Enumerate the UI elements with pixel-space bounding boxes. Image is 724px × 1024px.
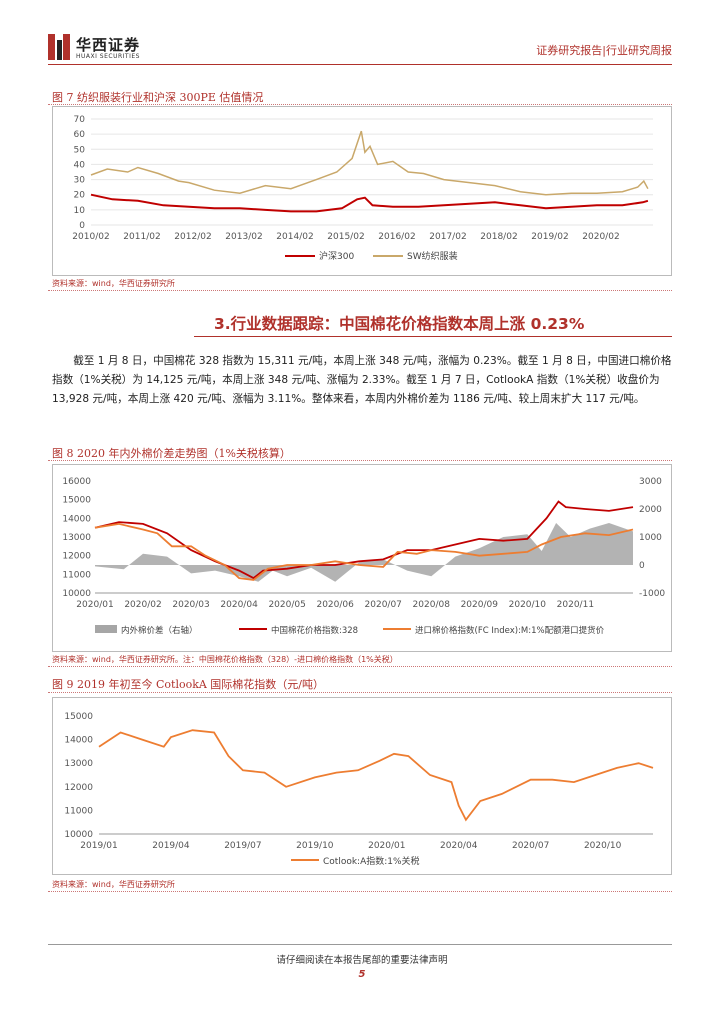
fig8-y-right-tick-label: 3000 [639, 477, 662, 487]
fig7-y-tick-label: 30 [74, 176, 86, 186]
fig9-source-rule [48, 891, 672, 892]
fig8-x-tick-label: 2020/03 [172, 600, 209, 610]
fig8-y-right-tick-label: 1000 [639, 533, 662, 543]
footer-divider [48, 944, 672, 945]
fig8-legend-swatch [95, 625, 117, 633]
fig7-x-tick-label: 2018/02 [480, 232, 517, 242]
fig8-y-left-tick-label: 15000 [62, 496, 91, 506]
fig8-x-tick-label: 2020/05 [268, 600, 305, 610]
fig7-source-rule [48, 290, 672, 291]
fig8-source-rule [48, 666, 672, 667]
fig7-x-tick-label: 2014/02 [276, 232, 313, 242]
fig9-title: 图 9 2019 年初至今 CotlookA 国际棉花指数（元/吨） [52, 678, 325, 691]
fig8-legend-label: 中国棉花价格指数:328 [271, 625, 358, 636]
fig9-chart: 10000 11000 12000 13000 14000 15000 2019/01 201… [64, 712, 654, 867]
header-divider [48, 64, 672, 65]
fig9-x-tick-label: 2020/07 [512, 841, 549, 851]
fig9-y-tick-label: 11000 [64, 806, 93, 816]
fig9-x-tick-label: 2019/04 [152, 841, 190, 851]
fig7-series-line-1 [90, 130, 649, 196]
fig7-legend-label: SW纺织服装 [407, 250, 458, 262]
fig8-y-left-tick-label: 13000 [62, 533, 91, 543]
fig7-x-tick-label: 2019/02 [531, 232, 568, 242]
fig8-y-left-tick-label: 12000 [62, 552, 91, 562]
fig7-y-tick-label: 50 [74, 145, 86, 155]
report-type: 证券研究报告|行业研究周报 [536, 44, 672, 57]
fig9-series-line [98, 729, 654, 822]
fig8-series-line-1 [94, 522, 634, 581]
fig9-x-tick-label: 2019/10 [296, 841, 334, 851]
fig7-x-tick-label: 2016/02 [378, 232, 415, 242]
fig8-y-right-tick-label: -1000 [639, 589, 665, 599]
fig7-y-tick-label: 10 [74, 206, 86, 216]
fig8-x-tick-label: 2020/09 [461, 600, 499, 610]
fig8-x-tick-label: 2020/04 [220, 600, 258, 610]
fig8-x-tick-label: 2020/02 [124, 600, 161, 610]
fig9-x-tick-label: 2020/01 [368, 841, 405, 851]
fig8-y-right-tick-label: 2000 [639, 505, 662, 515]
huaxi-logo-icon [48, 34, 70, 60]
fig9-x-tick-label: 2019/01 [80, 841, 117, 851]
fig9-y-tick-label: 15000 [64, 712, 93, 722]
fig7-y-tick-label: 60 [74, 130, 86, 140]
fig9-x-tick-label: 2020/10 [584, 841, 622, 851]
paragraph-text: 截至 1 月 8 日，中国棉花 328 指数为 15,311 元/吨，本周上涨 … [52, 355, 672, 405]
page-number: 5 [358, 969, 366, 980]
fig7-y-tick-label: 0 [79, 221, 85, 231]
fig7-x-tick-label: 2010/02 [72, 232, 109, 242]
fig8-x-tick-label: 2020/07 [365, 600, 402, 610]
fig9-title-rule [48, 692, 672, 693]
fig9-legend-label: Cotlook:A指数:1%关税 [323, 855, 420, 867]
fig7-title: 图 7 纺织服装行业和沪深 300PE 估值情况 [52, 91, 264, 104]
fig8-spread-area [95, 523, 633, 582]
fig8-series-line-0 [94, 500, 634, 580]
fig7-series-line-0 [90, 193, 649, 213]
fig8-legend-label: 内外棉价差（右轴） [121, 625, 198, 636]
fig7-x-tick-label: 2013/02 [225, 232, 262, 242]
fig8-chart-frame: 10000 11000 12000 13000 14000 15000 16000 -1000… [52, 464, 672, 652]
fig7-title-rule [48, 104, 672, 105]
fig7-x-tick-label: 2012/02 [174, 232, 211, 242]
fig9-x-tick-label: 2019/07 [224, 841, 261, 851]
fig9-y-tick-label: 12000 [64, 783, 93, 793]
fig7-legend-label: 沪深300 [319, 250, 354, 262]
fig8-source: 资料来源：wind，华西证券研究所。注：中国棉花价格指数（328）-进口棉价格指… [52, 655, 398, 664]
fig8-legend-label: 进口棉价格指数(FC Index):M:1%配额港口提货价 [415, 625, 605, 636]
fig7-x-tick-label: 2015/02 [327, 232, 364, 242]
fig7-chart: 0 10 20 30 40 50 60 70 2010/02 2011/02 2012/02 2013… [72, 115, 653, 262]
fig7-x-tick-label: 2011/02 [123, 232, 160, 242]
legal-notice: 请仔细阅读在本报告尾部的重要法律声明 [276, 955, 448, 966]
fig9-y-tick-label: 10000 [64, 830, 93, 840]
fig7-chart-frame: 0 10 20 30 40 50 60 70 2010/02 2011/02 2012/02 2013… [52, 106, 672, 276]
fig8-title-rule [48, 460, 672, 461]
fig8-x-tick-label: 2020/06 [316, 600, 354, 610]
section-divider [194, 336, 672, 337]
fig9-y-tick-label: 13000 [64, 759, 93, 769]
fig8-x-tick-label: 2020/08 [413, 600, 451, 610]
fig7-y-tick-label: 20 [74, 191, 86, 201]
section-title: 3.行业数据跟踪：中国棉花价格指数本周上涨 0.23% [214, 315, 585, 333]
fig8-y-right-tick-label: 0 [639, 561, 645, 571]
fig9-x-tick-label: 2020/04 [440, 841, 478, 851]
fig9-source: 资料来源：wind，华西证券研究所 [52, 880, 175, 889]
fig8-x-tick-label: 2020/11 [557, 600, 594, 610]
logo-text-en: HUAXI SECURITIES [76, 53, 140, 60]
fig8-x-tick-label: 2020/01 [76, 600, 113, 610]
fig8-y-left-tick-label: 14000 [62, 514, 91, 524]
fig8-y-left-tick-label: 16000 [62, 477, 91, 487]
fig9-chart-frame: 10000 11000 12000 13000 14000 15000 2019/01 201… [52, 697, 672, 875]
fig7-x-tick-label: 2017/02 [429, 232, 466, 242]
section-paragraph: 截至 1 月 8 日，中国棉花 328 指数为 15,311 元/吨，本周上涨 … [52, 352, 672, 409]
fig7-y-tick-label: 70 [74, 115, 86, 125]
fig8-chart: 10000110001200013000140001500016000-1000… [62, 477, 665, 636]
logo-text-cn: 华西证券 [76, 36, 141, 54]
fig7-y-tick-label: 40 [74, 160, 86, 170]
fig9-y-tick-label: 14000 [64, 736, 93, 746]
fig8-x-tick-label: 2020/10 [509, 600, 547, 610]
fig8-y-left-tick-label: 11000 [62, 570, 91, 580]
fig8-y-left-tick-label: 10000 [62, 589, 91, 599]
fig7-source: 资料来源：wind，华西证券研究所 [52, 279, 175, 288]
fig8-title: 图 8 2020 年内外棉价差走势图（1%关税核算） [52, 447, 291, 460]
fig7-x-tick-label: 2020/02 [582, 232, 619, 242]
